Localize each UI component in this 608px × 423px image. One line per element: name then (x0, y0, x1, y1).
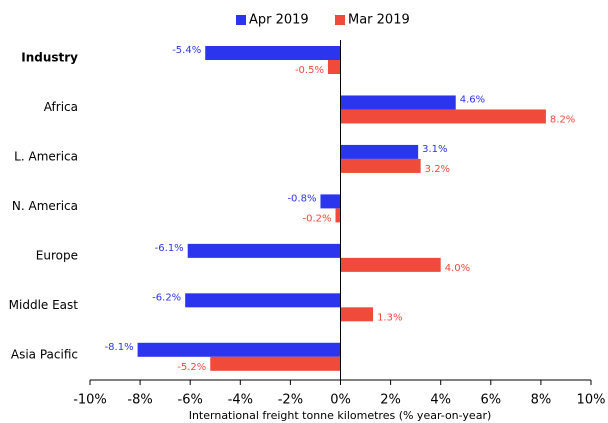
x-tick-label: 8% (531, 393, 552, 408)
x-tick-label: -6% (178, 393, 203, 408)
bar (340, 144, 419, 159)
bar (340, 109, 546, 124)
y-tick-label: Europe (36, 248, 78, 262)
bar (320, 194, 341, 209)
bar (340, 257, 441, 272)
y-tick-label: Africa (44, 100, 78, 114)
y-tick-label: Industry (21, 51, 78, 65)
y-tick-label: Middle East (9, 298, 79, 312)
legend-label: Mar 2019 (348, 13, 410, 28)
value-label: -0.8% (287, 193, 316, 204)
value-label: -6.1% (155, 243, 184, 254)
legend-label: Apr 2019 (249, 13, 309, 28)
y-tick-label: Asia Pacific (11, 347, 78, 361)
x-tick-label: 10% (577, 393, 606, 408)
bar (210, 356, 341, 371)
bar (185, 293, 341, 308)
value-label: 3.1% (422, 144, 447, 155)
value-label: -5.2% (177, 362, 206, 373)
legend-swatch (335, 15, 345, 25)
x-tick-label: -4% (228, 393, 253, 408)
x-tick-label: 4% (430, 393, 451, 408)
bar (205, 46, 341, 60)
value-label: 4.6% (460, 94, 485, 105)
x-tick-label: 2% (380, 393, 401, 408)
bar (327, 60, 341, 74)
value-label: -0.5% (295, 65, 324, 76)
bar (340, 95, 456, 110)
x-tick-label: -8% (127, 393, 152, 408)
value-label: 3.2% (425, 164, 450, 175)
value-label: -5.4% (172, 45, 201, 56)
legend-swatch (236, 15, 246, 25)
bar (137, 342, 341, 357)
x-tick-label: -10% (73, 393, 107, 408)
x-tick-label: 0% (330, 393, 351, 408)
bar (340, 307, 374, 322)
value-label: 4.0% (445, 263, 470, 274)
bar (340, 158, 421, 173)
x-tick-label: 6% (480, 393, 501, 408)
x-tick-label: -2% (278, 393, 303, 408)
bar (335, 208, 341, 223)
value-label: -6.2% (152, 292, 181, 303)
x-axis-title: International freight tonne kilometres (… (189, 409, 492, 422)
value-label: 8.2% (550, 114, 575, 125)
value-label: -0.2% (302, 213, 331, 224)
y-tick-label: N. America (12, 199, 78, 213)
value-label: -8.1% (105, 342, 134, 353)
bar (187, 243, 341, 258)
y-tick-label: L. America (14, 149, 78, 163)
value-label: 1.3% (377, 312, 402, 323)
